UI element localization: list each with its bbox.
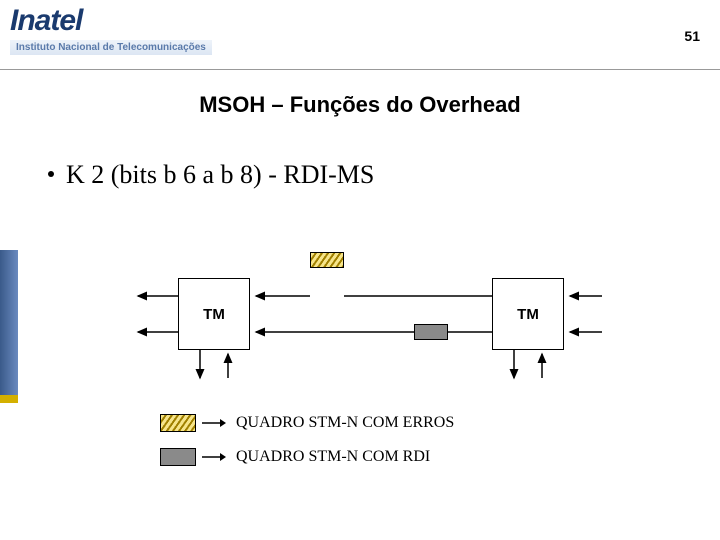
side-tab: www.inatel.br <box>0 250 18 400</box>
logo-name: Inatel <box>10 4 82 37</box>
legend-label: QUADRO STM-N COM RDI <box>236 448 430 466</box>
legend-row: QUADRO STM-N COM ERROS <box>160 414 454 432</box>
logo: Inatel Instituto Nacional de Telecomunic… <box>10 4 212 55</box>
legend-swatch-gray <box>160 448 196 466</box>
page-number: 51 <box>684 28 700 44</box>
legend: QUADRO STM-N COM ERROS QUADRO STM-N COM … <box>160 414 454 482</box>
side-stripe <box>0 395 18 403</box>
legend-label: QUADRO STM-N COM ERROS <box>236 414 454 432</box>
bullet-line: K 2 (bits b 6 a b 8) - RDI-MS <box>48 160 720 190</box>
bullet-text: K 2 (bits b 6 a b 8) - RDI-MS <box>66 160 374 189</box>
legend-row: QUADRO STM-N COM RDI <box>160 448 454 466</box>
arrows-svg <box>130 250 610 390</box>
arrow-right-icon <box>202 417 226 429</box>
arrow-right-icon <box>202 451 226 463</box>
slide-header: Inatel Instituto Nacional de Telecomunic… <box>0 0 720 70</box>
slide-title: MSOH – Funções do Overhead <box>0 92 720 118</box>
legend-swatch-hatch <box>160 414 196 432</box>
diagram: TM TM <box>130 250 610 390</box>
bullet-dot-icon <box>48 171 54 177</box>
logo-subtitle: Instituto Nacional de Telecomunicações <box>10 40 212 55</box>
